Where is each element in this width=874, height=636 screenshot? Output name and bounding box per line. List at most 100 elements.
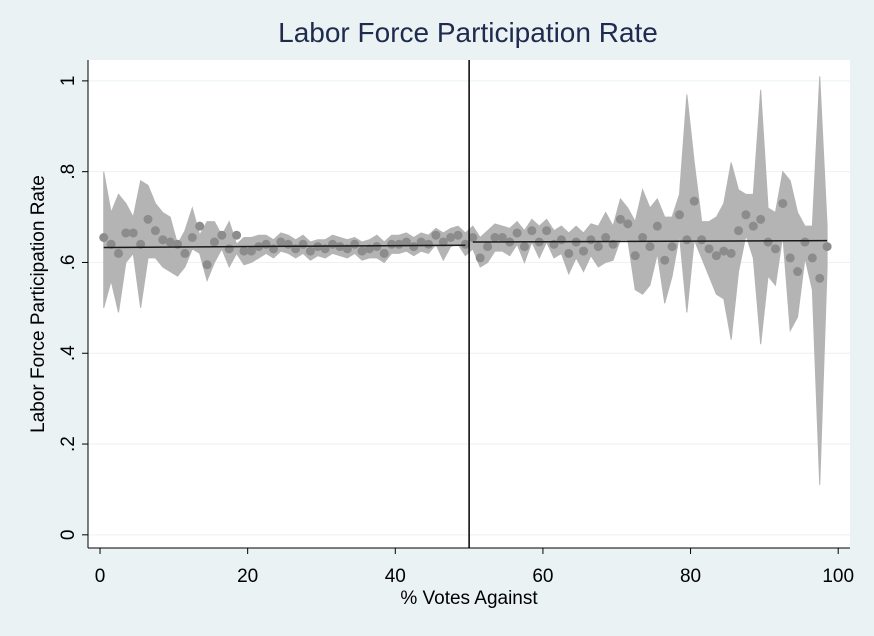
- point: [564, 248, 574, 258]
- point: [195, 221, 205, 231]
- point: [202, 260, 212, 270]
- point: [630, 251, 640, 261]
- y-tick-label: .4: [58, 345, 79, 361]
- confidence-band: [103, 76, 828, 485]
- point: [542, 226, 552, 236]
- point: [689, 196, 699, 206]
- point: [770, 244, 780, 254]
- x-tick-label: 40: [385, 566, 406, 587]
- point: [527, 226, 537, 236]
- point: [512, 228, 522, 238]
- point: [519, 242, 529, 252]
- point: [785, 253, 795, 263]
- fit-line: [472, 239, 828, 243]
- point: [424, 239, 434, 249]
- y-tick-label: 0: [58, 530, 79, 541]
- point: [793, 267, 803, 277]
- point: [822, 242, 832, 252]
- point: [579, 246, 589, 256]
- point: [99, 232, 109, 242]
- point: [180, 248, 190, 258]
- point: [497, 232, 507, 242]
- point: [401, 237, 411, 247]
- point: [807, 253, 817, 263]
- point: [674, 210, 684, 220]
- point: [726, 248, 736, 258]
- point: [224, 244, 234, 254]
- point: [475, 253, 485, 263]
- point: [763, 237, 773, 247]
- y-tick-label: 1: [58, 76, 79, 87]
- point: [246, 246, 256, 256]
- point: [143, 214, 153, 224]
- point: [357, 246, 367, 256]
- point: [431, 230, 441, 240]
- point: [586, 235, 596, 245]
- point: [615, 214, 625, 224]
- point: [711, 251, 721, 261]
- point: [601, 232, 611, 242]
- point: [387, 239, 397, 249]
- point: [623, 219, 633, 229]
- point: [150, 226, 160, 236]
- point: [652, 221, 662, 231]
- point: [719, 246, 729, 256]
- point: [165, 237, 175, 247]
- x-tick-label: 0: [95, 566, 106, 587]
- point: [158, 235, 168, 245]
- x-tick-label: 60: [532, 566, 553, 587]
- point: [232, 230, 242, 240]
- point: [276, 237, 286, 247]
- point: [453, 230, 463, 240]
- x-tick-label: 80: [680, 566, 701, 587]
- point: [748, 221, 758, 231]
- point: [298, 239, 308, 249]
- point: [409, 242, 419, 252]
- point: [734, 226, 744, 236]
- point: [697, 235, 707, 245]
- point: [483, 242, 493, 252]
- point: [416, 237, 426, 247]
- point: [756, 214, 766, 224]
- point: [645, 242, 655, 252]
- point: [778, 198, 788, 208]
- point: [113, 248, 123, 258]
- point: [305, 246, 315, 256]
- y-tick-label: .6: [58, 255, 79, 271]
- point: [682, 235, 692, 245]
- point: [468, 232, 478, 242]
- point: [446, 232, 456, 242]
- fit-line: [103, 244, 466, 249]
- point: [106, 239, 116, 249]
- point: [556, 235, 566, 245]
- point: [460, 239, 470, 249]
- point: [394, 239, 404, 249]
- y-axis-label: Labor Force Participation Rate: [28, 175, 49, 433]
- point: [638, 232, 648, 242]
- point: [239, 246, 249, 256]
- point: [660, 255, 670, 265]
- point: [490, 232, 500, 242]
- point: [815, 273, 825, 283]
- x-tick-label: 100: [822, 566, 854, 587]
- point: [741, 210, 751, 220]
- chart-title: Labor Force Participation Rate: [278, 17, 658, 48]
- point: [209, 237, 219, 247]
- point: [187, 232, 197, 242]
- y-tick-label: .8: [58, 164, 79, 180]
- point: [372, 242, 382, 252]
- point: [593, 242, 603, 252]
- x-tick-label: 20: [237, 566, 258, 587]
- point: [800, 237, 810, 247]
- point: [128, 228, 138, 238]
- point: [350, 239, 360, 249]
- point: [364, 244, 374, 254]
- point: [667, 242, 677, 252]
- point: [379, 248, 389, 258]
- point: [217, 230, 227, 240]
- y-tick-label: .2: [58, 436, 79, 452]
- x-axis-label: % Votes Against: [400, 588, 538, 609]
- point: [121, 228, 131, 238]
- point: [438, 237, 448, 247]
